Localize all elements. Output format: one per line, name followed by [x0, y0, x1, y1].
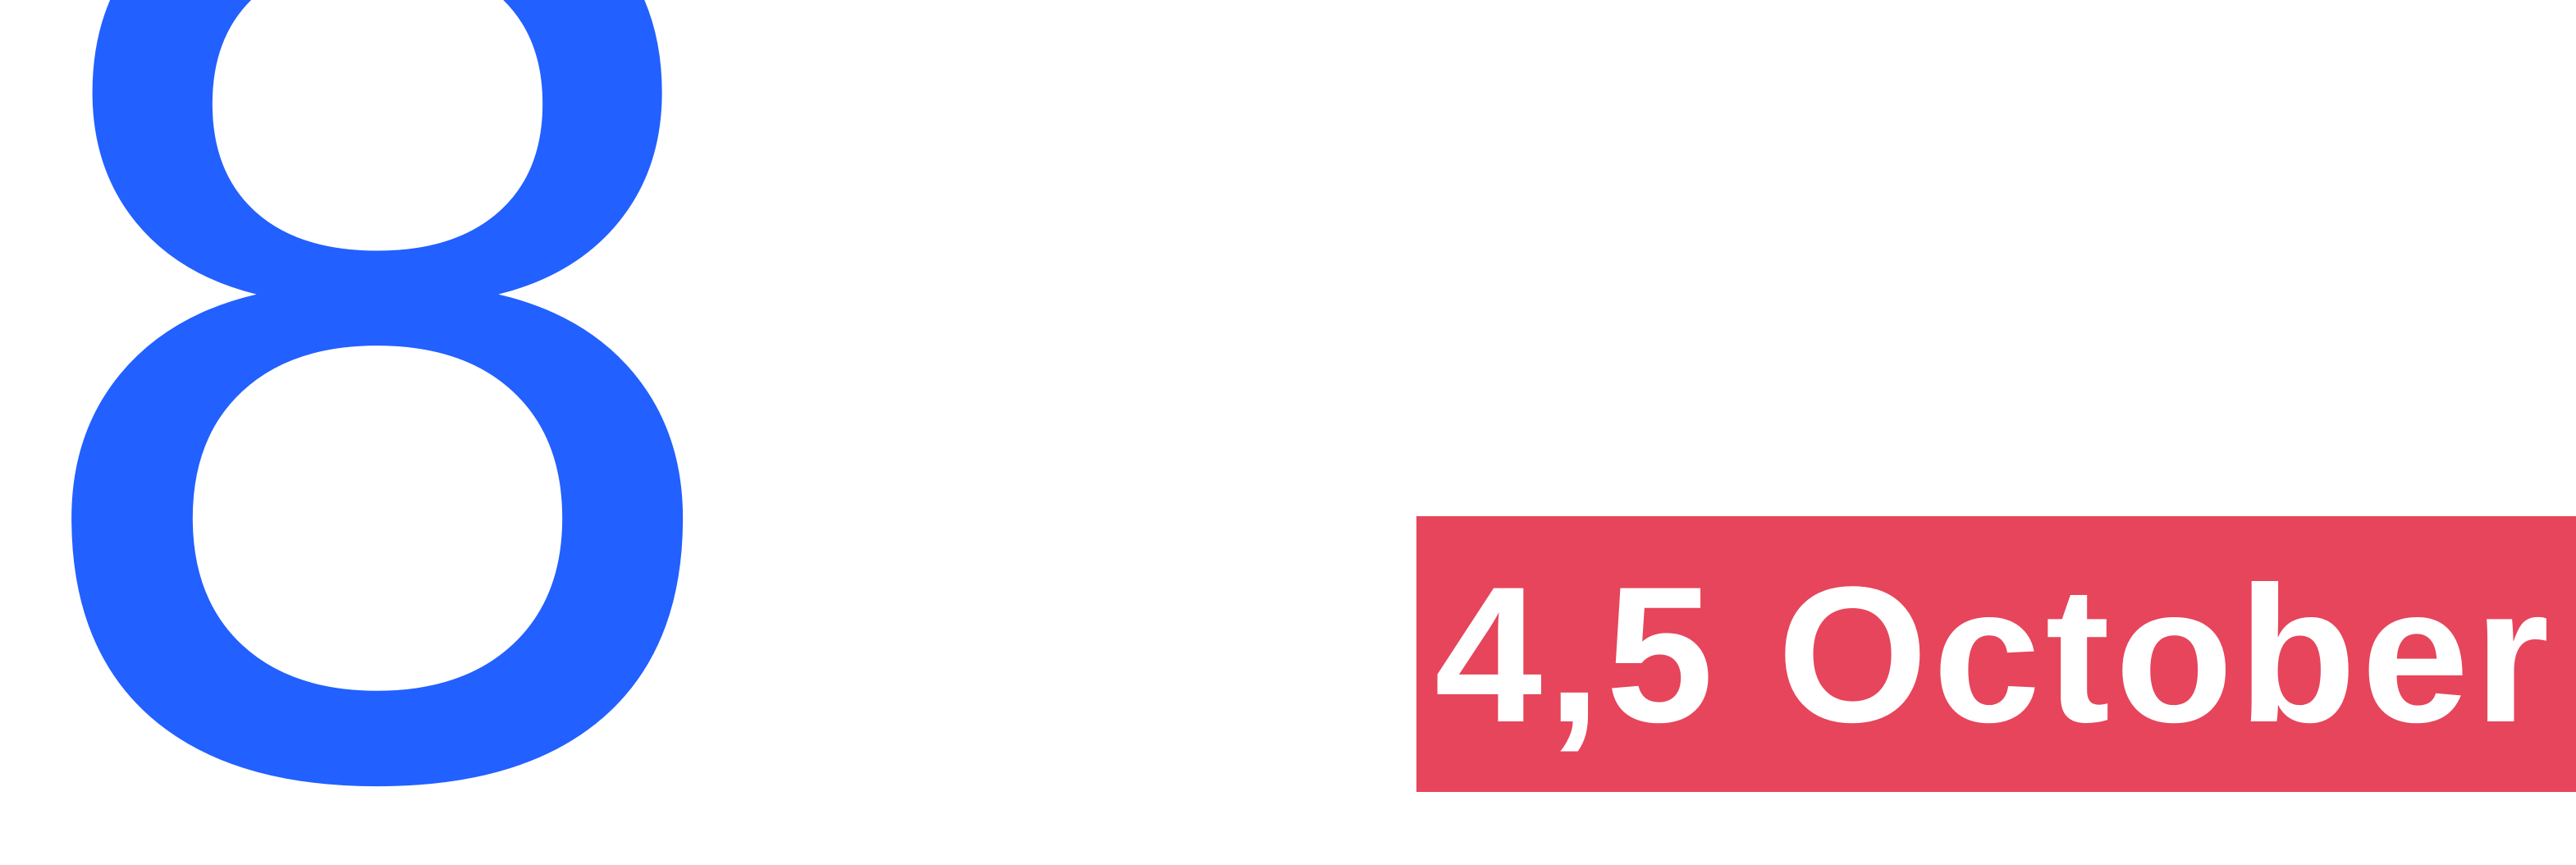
date-banner: 4,5 October — [1416, 516, 2576, 792]
date-label: 4,5 October — [1434, 547, 2555, 763]
large-number: 8 — [0, 0, 766, 865]
